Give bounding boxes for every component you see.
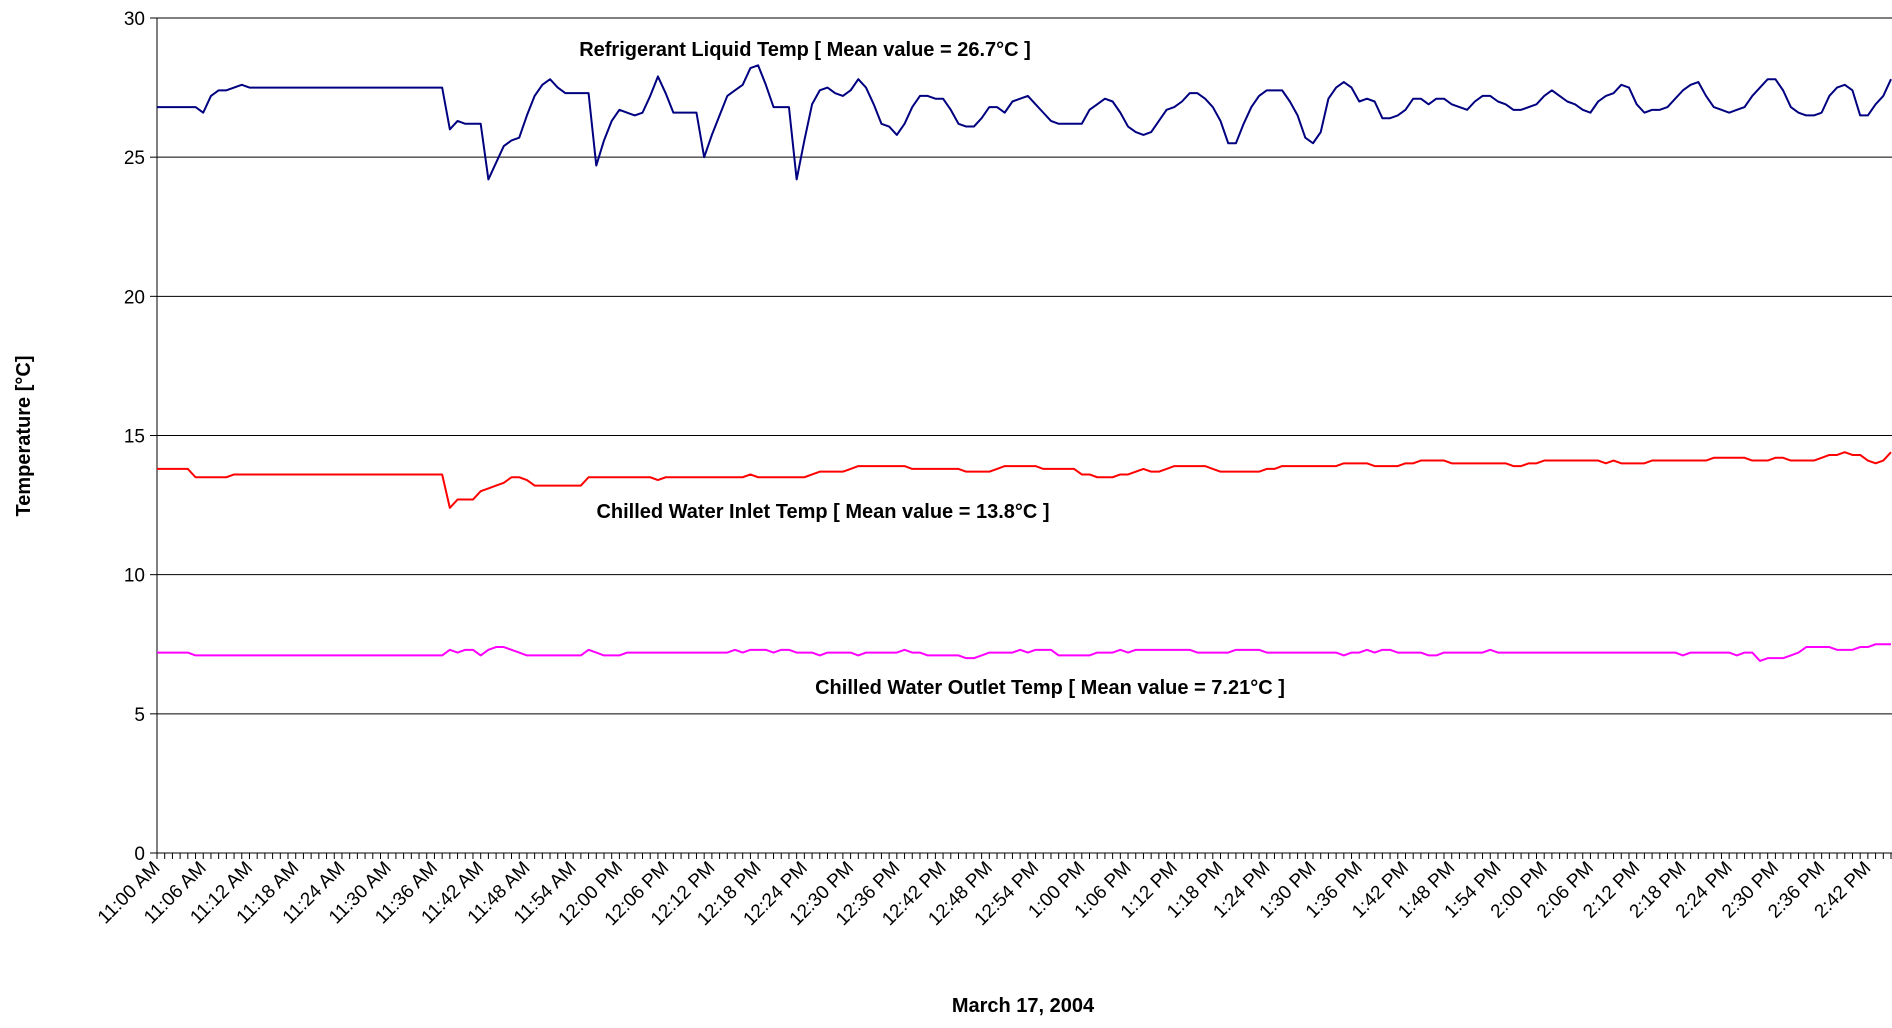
y-tick-label: 10 [124,566,145,587]
annotation: Chilled Water Inlet Temp [ Mean value = … [596,501,1049,523]
y-tick-label: 5 [134,705,145,726]
annotation: Refrigerant Liquid Temp [ Mean value = 2… [579,39,1031,61]
x-axis-title: March 17, 2004 [952,995,1095,1017]
series-line [157,64,1892,181]
annotation: Chilled Water Outlet Temp [ Mean value =… [815,677,1285,699]
y-tick-label: 0 [134,844,145,865]
y-axis-title: Temperature [°C] [13,356,35,517]
y-tick-label: 30 [124,9,145,30]
series-line [157,643,1891,662]
y-tick-label: 25 [124,148,145,169]
y-tick-label: 20 [124,287,145,308]
series-line [157,451,1892,509]
y-tick-label: 15 [124,427,145,448]
